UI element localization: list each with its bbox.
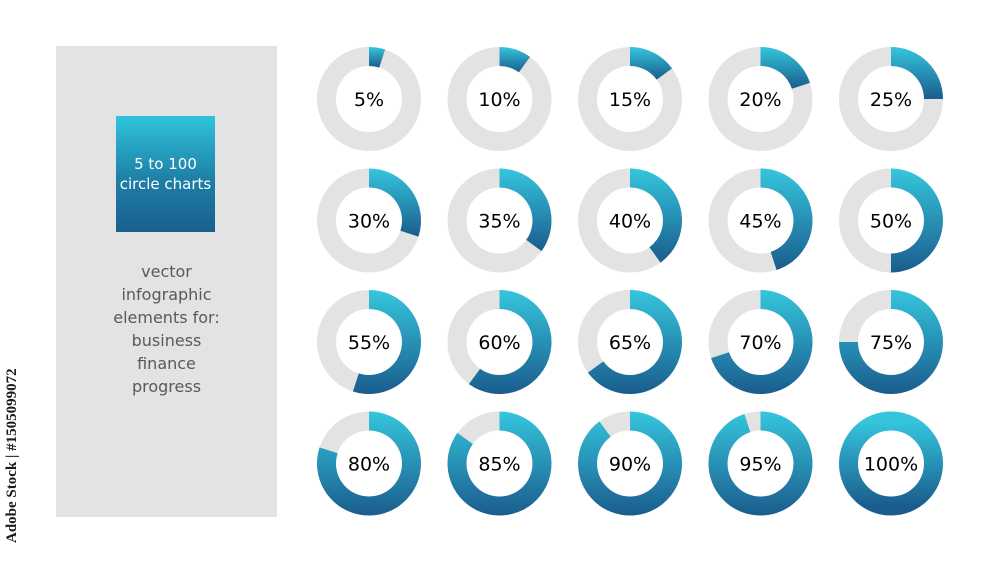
- description-line: elements for:: [113, 308, 220, 327]
- donut-label: 80%: [348, 454, 390, 476]
- donut-slice: [891, 47, 943, 99]
- donut-chart: 80%: [317, 411, 422, 516]
- donut-label: 25%: [870, 89, 912, 111]
- donut-label: 55%: [348, 332, 390, 354]
- donut-label: 15%: [609, 89, 651, 111]
- donut-chart: 95%: [708, 411, 813, 516]
- donut-slice: [760, 168, 813, 270]
- description-line: finance: [137, 354, 196, 373]
- donut-chart: 70%: [708, 290, 813, 395]
- donut-label: 60%: [478, 332, 520, 354]
- title-box: 5 to 100 circle charts: [116, 116, 215, 232]
- donut-label: 70%: [739, 332, 781, 354]
- donut-label: 95%: [739, 454, 781, 476]
- donut-chart: 60%: [447, 290, 552, 395]
- donut-slice: [711, 290, 813, 395]
- donut-label: 5%: [354, 89, 384, 111]
- donut-chart: 45%: [708, 168, 813, 273]
- donut-chart: 65%: [578, 290, 682, 394]
- donut-label: 30%: [348, 211, 390, 233]
- donut-chart: 25%: [839, 47, 943, 151]
- side-panel: 5 to 100 circle charts vector infographi…: [56, 46, 277, 517]
- donut-chart: 85%: [447, 411, 552, 516]
- donut-chart: 100%: [839, 411, 943, 516]
- donut-slice: [760, 47, 810, 89]
- donut-chart: 10%: [447, 47, 552, 151]
- donut-slice: [630, 47, 673, 80]
- title-line-1: 5 to 100: [134, 155, 197, 173]
- donut-chart: 30%: [317, 168, 421, 273]
- donut-label: 10%: [478, 89, 520, 111]
- donut-slice: [499, 47, 531, 73]
- donut-label: 40%: [609, 211, 651, 233]
- description-line: infographic: [121, 285, 212, 304]
- donut-chart: 15%: [578, 47, 682, 151]
- donut-chart: 5%: [317, 47, 421, 151]
- description: vector infographic elements for: busines…: [56, 260, 277, 398]
- donut-slice: [499, 168, 552, 252]
- donut-chart: 55%: [317, 290, 422, 394]
- donut-chart: 20%: [708, 47, 813, 151]
- donut-slice: [839, 290, 943, 394]
- description-line: vector: [141, 262, 192, 281]
- donut-slice: [317, 411, 422, 516]
- donut-slice: [369, 47, 386, 68]
- donut-label: 20%: [739, 89, 781, 111]
- donut-slice: [369, 168, 421, 237]
- donut-label: 65%: [609, 332, 651, 354]
- description-line: business: [131, 331, 202, 350]
- donut-chart: 90%: [578, 411, 683, 516]
- donut-label: 100%: [864, 454, 918, 476]
- donut-chart: 40%: [578, 168, 682, 273]
- donut-slice: [447, 411, 552, 516]
- donut-label: 90%: [609, 454, 651, 476]
- donut-label: 75%: [870, 332, 912, 354]
- donut-slice: [578, 411, 683, 516]
- donut-chart: 50%: [839, 168, 943, 273]
- donut-slice: [708, 411, 813, 516]
- donut-slice: [839, 411, 943, 516]
- donut-label: 85%: [478, 454, 520, 476]
- title-line-2: circle charts: [119, 175, 212, 193]
- donut-label: 35%: [478, 211, 520, 233]
- donut-slice: [468, 290, 552, 395]
- description-line: progress: [131, 377, 202, 396]
- donut-slice: [891, 168, 943, 273]
- donut-chart: 75%: [839, 290, 943, 394]
- donut-slice: [630, 168, 682, 263]
- donut-chart: 35%: [447, 168, 552, 273]
- donut-slice: [587, 290, 682, 394]
- donut-slice: [352, 290, 422, 394]
- donut-label: 45%: [739, 211, 781, 233]
- donut-label: 50%: [870, 211, 912, 233]
